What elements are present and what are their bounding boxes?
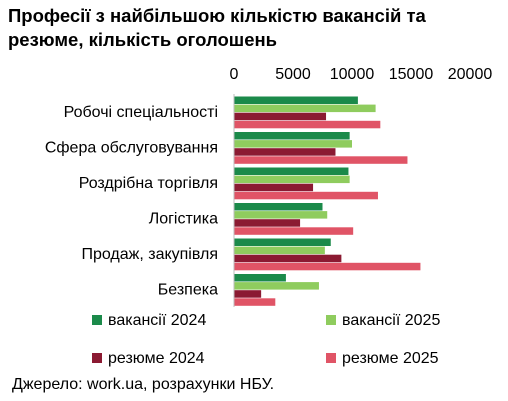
category-label: Робочі спеціальності <box>64 104 218 121</box>
bar <box>234 274 286 282</box>
chart-title-line-1: Професії з найбільшою кількістю вакансій… <box>8 5 426 26</box>
legend-label: вакансії 2024 <box>108 312 207 329</box>
category-label: Роздрібна торгівля <box>79 175 218 192</box>
bar <box>234 96 358 104</box>
legend-label: вакансії 2025 <box>342 312 441 329</box>
bar <box>234 227 354 235</box>
bar <box>234 282 319 290</box>
bar <box>234 112 327 121</box>
bar <box>234 191 378 200</box>
bar <box>234 183 314 192</box>
bar <box>234 140 352 148</box>
legend-label: резюме 2025 <box>342 350 439 367</box>
bar <box>234 120 381 129</box>
x-tick-label: 5000 <box>275 66 311 83</box>
legend-label: резюме 2024 <box>108 350 205 367</box>
bar <box>234 298 276 306</box>
bar <box>234 156 408 164</box>
bar <box>234 148 336 156</box>
bar <box>234 238 331 246</box>
legend-swatch <box>92 315 102 325</box>
x-tick-label: 0 <box>230 66 239 83</box>
bars <box>234 96 421 306</box>
bar <box>234 167 349 175</box>
bar <box>234 262 421 271</box>
bar <box>234 104 376 113</box>
legend-item-resumes-2024: резюме 2024 <box>92 350 205 368</box>
x-tick-label: 15000 <box>389 66 434 83</box>
legend-swatch <box>92 353 102 363</box>
category-labels: Робочі спеціальності Сфера обслуговування… <box>45 104 218 299</box>
legend-item-vacancies-2025: вакансії 2025 <box>326 312 440 330</box>
category-label: Сфера обслуговування <box>45 139 218 156</box>
x-tick-label: 10000 <box>330 66 375 83</box>
bar <box>234 219 301 227</box>
category-label: Продаж, закупівля <box>81 246 218 263</box>
x-tick-label: 20000 <box>448 66 493 83</box>
source-note: Джерело: work.ua, розрахунки НБУ. <box>12 376 275 393</box>
bar <box>234 203 323 211</box>
bar <box>234 290 262 298</box>
bar <box>234 175 350 184</box>
legend-item-vacancies-2024: вакансії 2024 <box>92 312 206 330</box>
x-axis-ticks: 0 5000 10000 15000 20000 <box>230 66 493 83</box>
chart-title: Професії з найбільшою кількістю вакансій… <box>8 4 503 52</box>
legend-item-resumes-2025: резюме 2025 <box>326 350 439 368</box>
bar <box>234 254 342 263</box>
bar <box>234 211 328 219</box>
chart-title-line-2: резюме, кількість оголошень <box>8 29 278 50</box>
legend-swatch <box>326 353 336 363</box>
category-label: Безпека <box>158 281 218 298</box>
category-label: Логістика <box>149 210 218 227</box>
bar <box>234 246 325 255</box>
legend-swatch <box>326 315 336 325</box>
bar <box>234 132 350 140</box>
